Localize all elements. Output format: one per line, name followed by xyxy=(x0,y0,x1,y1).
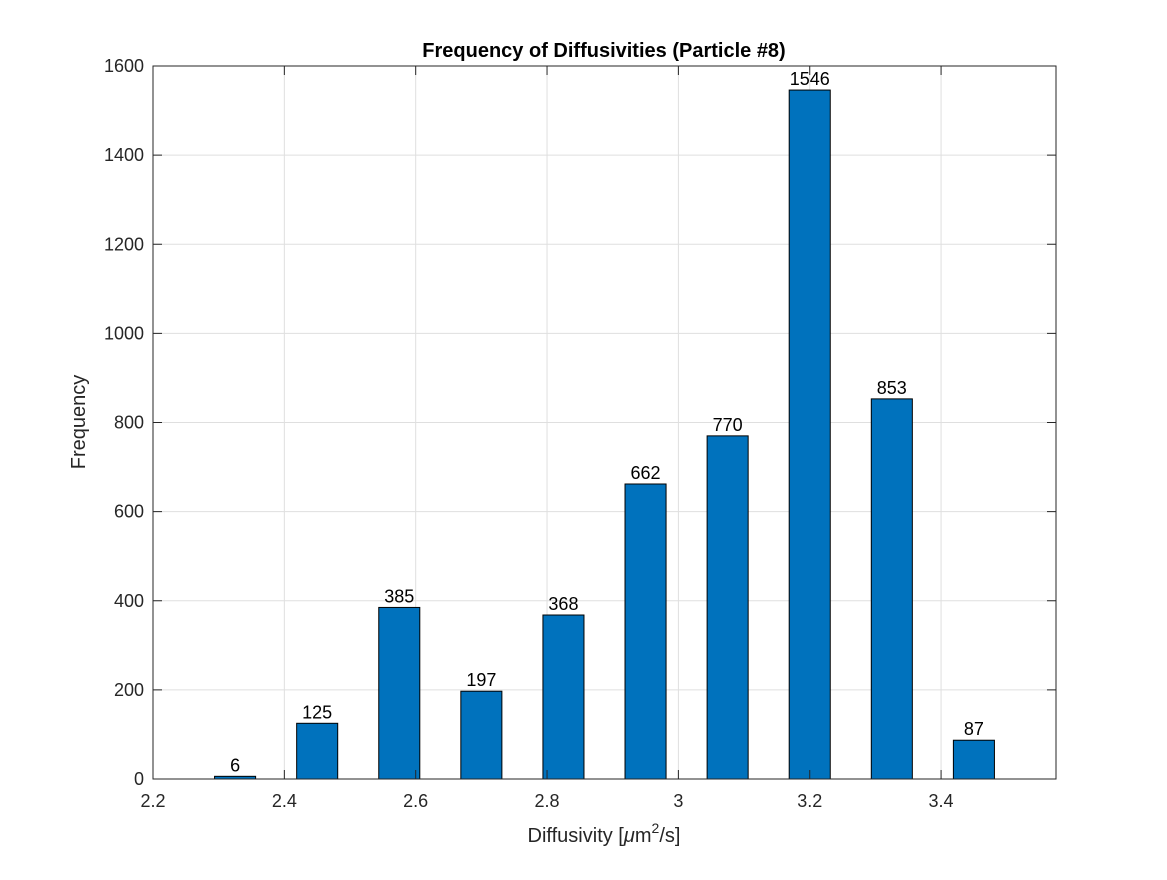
data-label: 197 xyxy=(466,670,496,690)
bars xyxy=(214,89,995,780)
bar xyxy=(296,722,339,780)
y-tick-label: 1400 xyxy=(104,145,144,165)
x-axis-label-suffix: /s] xyxy=(659,825,680,847)
y-tick-label: 400 xyxy=(114,591,144,611)
data-label: 770 xyxy=(713,415,743,435)
data-label: 1546 xyxy=(790,69,830,89)
data-label: 87 xyxy=(964,719,984,739)
x-tick-labels: 2.2 2.4 2.6 2.8 3 3.2 3.4 xyxy=(140,791,953,811)
bar xyxy=(460,690,503,780)
y-tick-label: 600 xyxy=(114,502,144,522)
x-tick-label: 3.2 xyxy=(797,791,822,811)
bar xyxy=(624,483,667,780)
data-label: 385 xyxy=(384,586,414,606)
y-tick-label: 0 xyxy=(134,769,144,789)
data-labels: 6 125 385 197 368 662 770 1546 853 87 xyxy=(230,69,984,775)
x-tick-label: 2.4 xyxy=(272,791,297,811)
data-label: 6 xyxy=(230,755,240,775)
bar xyxy=(378,606,421,780)
chart-title: Frequency of Diffusivities (Particle #8) xyxy=(422,40,785,62)
x-tick-label: 3 xyxy=(673,791,683,811)
bar xyxy=(870,398,913,780)
data-label: 662 xyxy=(631,463,661,483)
x-axis-label-prefix: Diffusivity [ xyxy=(528,825,625,847)
x-tick-label: 2.8 xyxy=(535,791,560,811)
bar xyxy=(542,614,585,780)
x-tick-label: 2.6 xyxy=(403,791,428,811)
x-axis-label-unit: m xyxy=(635,825,652,847)
bar xyxy=(952,739,995,780)
tick-marks xyxy=(152,65,1056,780)
bar xyxy=(706,435,749,780)
x-tick-label: 2.2 xyxy=(140,791,165,811)
y-tick-label: 1200 xyxy=(104,234,144,254)
x-tick-label: 3.4 xyxy=(929,791,954,811)
y-tick-label: 1000 xyxy=(104,323,144,343)
y-tick-label: 1600 xyxy=(104,56,144,76)
x-axis-label: Diffusivity [μm2/s] xyxy=(528,820,681,847)
x-axis-label-mu: μ xyxy=(623,825,635,847)
data-label: 368 xyxy=(548,594,578,614)
y-tick-label: 800 xyxy=(114,413,144,433)
x-axis-label-exponent: 2 xyxy=(652,820,660,836)
data-label: 853 xyxy=(877,378,907,398)
y-tick-label: 200 xyxy=(114,680,144,700)
data-label: 125 xyxy=(302,702,332,722)
y-tick-labels: 0 200 400 600 800 1000 1200 1400 1600 xyxy=(104,56,144,789)
y-axis-label: Frequency xyxy=(68,375,90,470)
bar xyxy=(788,89,831,780)
